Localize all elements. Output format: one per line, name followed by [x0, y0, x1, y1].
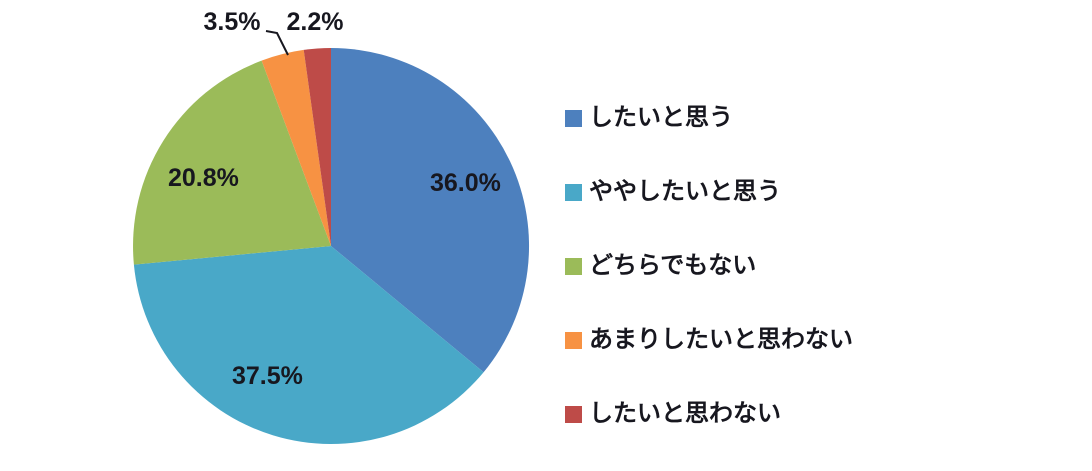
legend-item-0: したいと思う	[565, 104, 853, 132]
legend-marker-icon	[565, 257, 582, 275]
pie-slice-1	[133, 246, 484, 445]
legend-item-1: ややしたいと思う	[565, 178, 853, 206]
label-leader-line	[265, 30, 289, 56]
legend-item-4: したいと思わない	[565, 400, 853, 428]
pie-slice-2	[133, 60, 331, 265]
legend-item-label: あまりしたいと思わない	[589, 326, 853, 353]
chart-legend: したいと思うややしたいと思う どちらでもないあまりしたいと思わない したいと思わない	[565, 104, 853, 428]
legend-item-label: したいと思わない	[589, 400, 781, 427]
slice-percent-label-4: 2.2%	[287, 8, 344, 36]
pie-slice-3	[261, 49, 331, 247]
slice-percent-label-1: 37.5%	[232, 362, 303, 390]
legend-item-label: ややしたいと思う	[589, 178, 781, 205]
pie-labels-group: 36.0% 37.5% 20.8% 3.5% 2.2%	[168, 8, 501, 390]
legend-marker-icon	[565, 405, 582, 423]
slice-percent-label-2: 20.8%	[168, 164, 239, 192]
slice-percent-label-3: 3.5%	[204, 8, 261, 36]
legend-marker-icon	[565, 109, 582, 127]
pie-slices-group	[133, 47, 530, 445]
pie-slice-0	[331, 47, 530, 373]
legend-item-2: どちらでもない	[565, 252, 853, 280]
legend-item-label: したいと思う	[589, 104, 733, 131]
slice-percent-label-0: 36.0%	[430, 169, 501, 197]
pie-slice-4	[303, 48, 331, 246]
legend-marker-icon	[565, 183, 582, 201]
legend-marker-icon	[565, 331, 582, 349]
legend-item-3: あまりしたいと思わない	[565, 326, 853, 354]
legend-item-label: どちらでもない	[589, 252, 757, 279]
